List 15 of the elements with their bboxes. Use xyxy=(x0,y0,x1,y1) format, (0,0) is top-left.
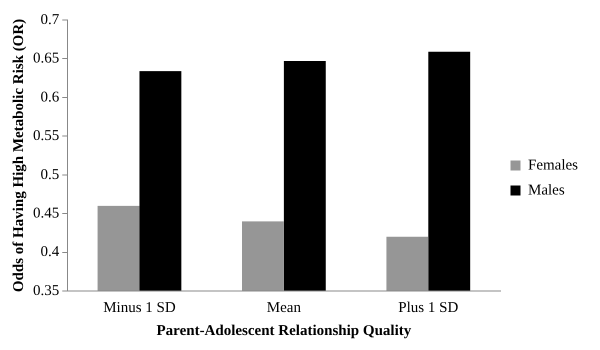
y-tick-label: 0.45 xyxy=(33,206,60,222)
y-tick-label: 0.5 xyxy=(40,166,60,183)
y-tick-label: 0.55 xyxy=(33,128,60,144)
y-tick-label: 0.35 xyxy=(33,282,60,299)
y-tick-label: 0.7 xyxy=(40,12,60,28)
y-tick-label: 0.4 xyxy=(40,244,60,260)
x-tick-label: Minus 1 SD xyxy=(103,300,176,316)
x-tick-label: Mean xyxy=(266,300,302,316)
y-axis-title: Odds of Having High Metabolic Risk (OR) xyxy=(10,18,27,292)
legend-label: Males xyxy=(528,182,565,198)
x-tick-label: Plus 1 SD xyxy=(398,300,458,316)
x-axis-title: Parent-Adolescent Relationship Quality xyxy=(156,322,412,339)
y-tick-label: 0.65 xyxy=(33,50,60,67)
y-tick-label: 0.6 xyxy=(40,89,60,106)
legend-label: Females xyxy=(528,157,578,174)
